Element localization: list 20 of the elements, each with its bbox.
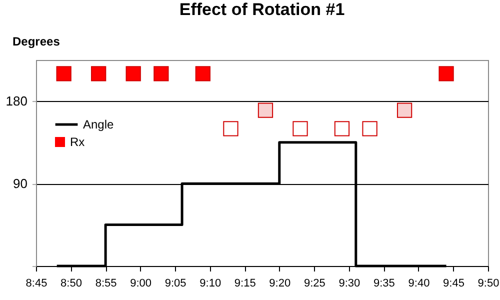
x-tick-label: 9:10 (200, 278, 222, 290)
legend-label: Rx (70, 135, 85, 149)
y-axis-title: Degrees (12, 34, 60, 48)
chart-title: Effect of Rotation #1 (179, 0, 345, 19)
x-tick-label: 8:55 (95, 278, 117, 290)
x-tick-label: 9:30 (338, 278, 360, 290)
x-tick-label: 9:15 (234, 278, 256, 290)
x-tick-label: 9:40 (408, 278, 430, 290)
x-tick-label: 9:45 (443, 278, 464, 290)
x-tick-label: 9:00 (130, 278, 152, 290)
y-tick-label: 180 (6, 94, 28, 109)
x-tick-label: 9:05 (164, 278, 186, 290)
x-tick-label: 8:45 (26, 278, 48, 290)
legend-label: Angle (83, 118, 114, 132)
x-tick-label: 9:50 (478, 278, 500, 290)
x-tick-label: 9:25 (304, 278, 326, 290)
x-tick-label: 8:50 (60, 278, 82, 290)
y-tick-label: 90 (13, 176, 28, 192)
x-tick-label: 9:20 (269, 278, 291, 290)
x-tick-label: 9:35 (373, 278, 395, 290)
